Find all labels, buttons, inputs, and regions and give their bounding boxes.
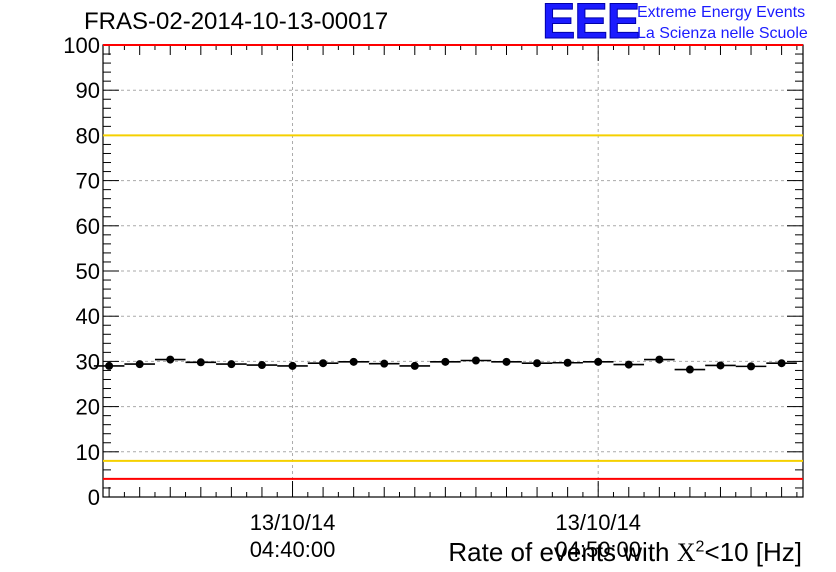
data-point bbox=[288, 361, 297, 370]
data-point bbox=[227, 360, 236, 369]
data-point bbox=[533, 359, 542, 368]
data-point bbox=[196, 358, 205, 367]
y-tick-label: 40 bbox=[76, 304, 100, 329]
logo-caption-line1: Extreme Energy Events bbox=[637, 4, 806, 21]
y-tick-label: 60 bbox=[76, 214, 100, 239]
data-point bbox=[471, 356, 480, 365]
data-point bbox=[410, 361, 419, 370]
data-point bbox=[716, 361, 725, 370]
x-tick-date-label: 13/10/14 bbox=[555, 510, 641, 535]
x-axis-title: Rate of events with X2<10 [Hz] bbox=[448, 537, 802, 568]
y-tick-label: 90 bbox=[76, 78, 100, 103]
data-point bbox=[349, 357, 358, 366]
data-point bbox=[624, 360, 633, 369]
data-point bbox=[502, 357, 511, 366]
x-axis-title-prefix: Rate of events with bbox=[448, 537, 677, 567]
logo-caption-line2: La Scienza nelle Scuole bbox=[637, 25, 808, 42]
data-point bbox=[441, 357, 450, 366]
data-point bbox=[747, 362, 756, 371]
data-point bbox=[319, 359, 328, 368]
y-tick-label: 100 bbox=[63, 33, 100, 58]
data-point bbox=[594, 357, 603, 366]
x-tick-time-label: 04:40:00 bbox=[250, 537, 336, 562]
y-tick-label: 30 bbox=[76, 349, 100, 374]
x-axis-title-suffix: <10 [Hz] bbox=[704, 537, 802, 567]
chi-exponent: 2 bbox=[695, 538, 705, 556]
run-title: FRAS-02-2014-10-13-00017 bbox=[84, 8, 389, 35]
eee-logo: EEE bbox=[541, 0, 640, 49]
x-tick-time-label: 04:50:00 bbox=[555, 537, 641, 562]
chi-symbol: X bbox=[676, 538, 696, 567]
data-point bbox=[135, 360, 144, 369]
y-tick-label: 50 bbox=[76, 259, 100, 284]
data-point bbox=[257, 361, 266, 370]
data-point bbox=[166, 355, 175, 364]
y-tick-label: 20 bbox=[76, 395, 100, 420]
y-tick-label: 80 bbox=[76, 123, 100, 148]
data-point bbox=[777, 359, 786, 368]
y-tick-label: 0 bbox=[88, 485, 100, 510]
data-point bbox=[105, 361, 114, 370]
data-point bbox=[685, 365, 694, 374]
data-point bbox=[655, 355, 664, 364]
data-point bbox=[380, 359, 389, 368]
data-point bbox=[563, 358, 572, 367]
x-tick-date-label: 13/10/14 bbox=[250, 510, 336, 535]
y-tick-label: 70 bbox=[76, 169, 100, 194]
y-tick-label: 10 bbox=[76, 440, 100, 465]
